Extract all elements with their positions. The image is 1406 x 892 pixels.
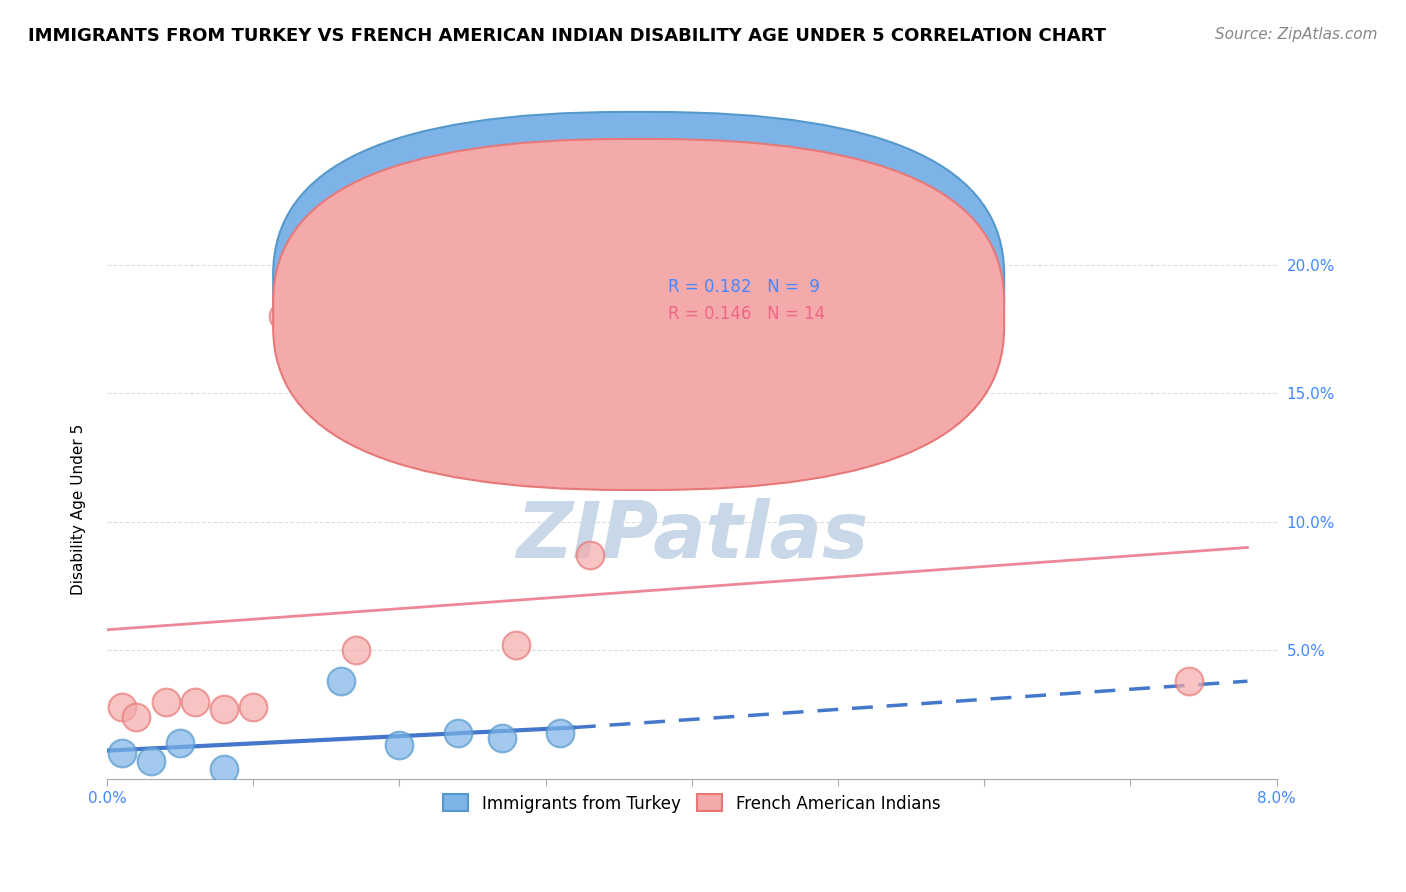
Point [344,643,367,657]
Text: R = 0.146   N = 14: R = 0.146 N = 14 [668,305,825,324]
Point [578,548,600,562]
Point [447,725,470,739]
Legend: Immigrants from Turkey, French American Indians: Immigrants from Turkey, French American … [437,788,948,819]
Point [491,731,513,745]
Point [271,309,294,323]
Text: ZIPatlas: ZIPatlas [516,498,868,574]
Point [330,674,353,689]
FancyBboxPatch shape [273,112,1004,463]
Point [111,746,134,760]
Point [169,736,191,750]
Text: Source: ZipAtlas.com: Source: ZipAtlas.com [1215,27,1378,42]
FancyBboxPatch shape [599,266,903,352]
Point [125,710,148,724]
Point [242,699,264,714]
Y-axis label: Disability Age Under 5: Disability Age Under 5 [72,424,86,594]
Point [184,695,207,709]
Text: IMMIGRANTS FROM TURKEY VS FRENCH AMERICAN INDIAN DISABILITY AGE UNDER 5 CORRELAT: IMMIGRANTS FROM TURKEY VS FRENCH AMERICA… [28,27,1107,45]
Point [505,638,527,652]
Point [111,699,134,714]
Point [388,425,411,439]
Point [155,695,177,709]
Point [212,762,235,776]
Point [548,725,571,739]
Text: R = 0.182   N =  9: R = 0.182 N = 9 [668,278,820,296]
Point [212,702,235,716]
FancyBboxPatch shape [273,139,1004,490]
Point [139,754,162,768]
Point [1178,674,1201,689]
Point [418,334,440,349]
Point [388,739,411,753]
